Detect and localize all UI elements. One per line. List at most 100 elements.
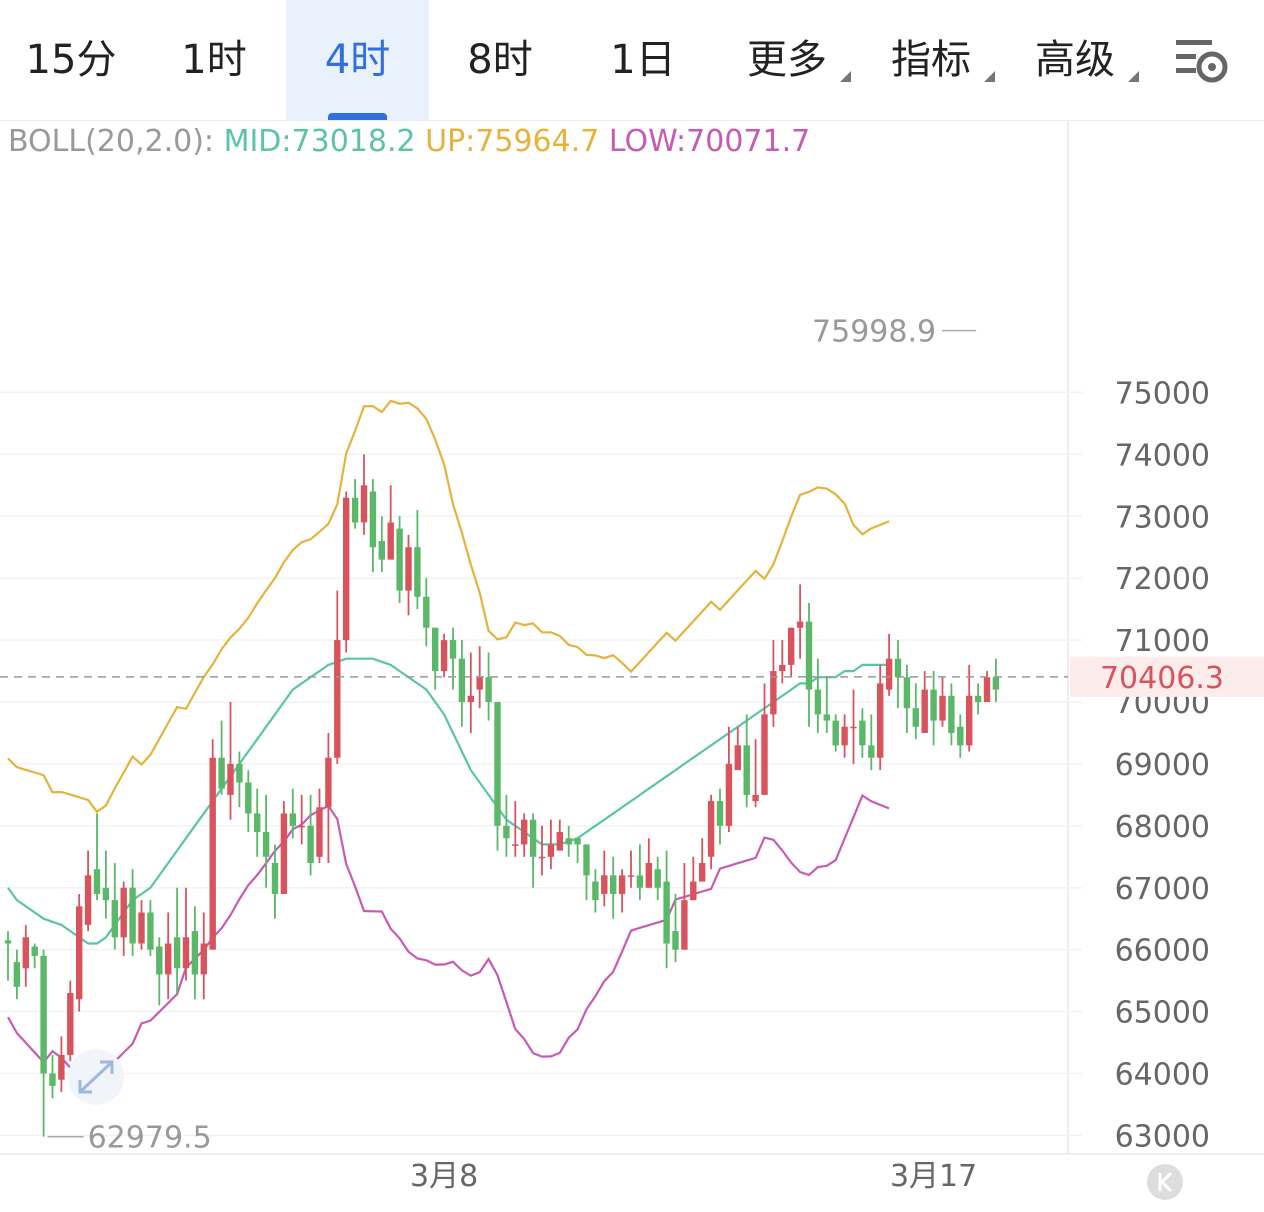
y-tick-label: 67000 [1115, 872, 1210, 907]
candle-body [770, 671, 777, 715]
candle-body [601, 875, 608, 894]
tab-advanced[interactable]: 高级 [1004, 0, 1146, 120]
candle-body [707, 801, 715, 857]
candle-body [405, 547, 412, 591]
candle-body [298, 825, 305, 828]
candle-body [583, 844, 590, 876]
y-tick-label: 75000 [1115, 376, 1210, 411]
candle-body [58, 1054, 65, 1080]
candle-body [432, 627, 439, 672]
boll-mid-value: MID:73018.2 [223, 124, 416, 159]
candle-body [752, 794, 759, 802]
tab-1h[interactable]: 1时 [181, 37, 247, 83]
max-price-label: 75998.9 [812, 315, 936, 350]
candle-body [627, 875, 635, 877]
tab-more[interactable]: 更多 [716, 0, 858, 120]
tab-15min[interactable]: 15分 [25, 37, 117, 83]
boll-lower-line [7, 793, 890, 1089]
candle-body [449, 640, 457, 659]
candle-body [218, 757, 225, 789]
candle-body [440, 640, 448, 672]
expand-icon[interactable] [68, 1049, 124, 1105]
interval-tab-bar: 15分 1时 4时 8时 1日 更多 指标 高级 [0, 0, 1264, 121]
chart-settings-icon[interactable] [1172, 36, 1236, 86]
indicators-dropdown-icon [984, 71, 995, 82]
candle-body [31, 946, 38, 956]
candle-body [877, 683, 884, 758]
y-tick-label: 71000 [1115, 624, 1210, 659]
candle-body [227, 763, 234, 795]
x-tick-label: 3月8 [410, 1159, 478, 1194]
candle-body [173, 937, 181, 969]
candle-body [236, 763, 243, 783]
candle-body [921, 689, 928, 733]
candle-body [13, 962, 21, 987]
candle-body [165, 943, 172, 975]
candle-body [378, 541, 385, 560]
candle-body [49, 1073, 56, 1086]
candle-body [271, 862, 279, 894]
candle-body [280, 813, 288, 894]
candle-body [823, 714, 830, 721]
candle-body [538, 856, 546, 859]
candle-body [485, 677, 492, 703]
tab-8h[interactable]: 8时 [467, 37, 533, 83]
candle-body [307, 825, 314, 863]
candle-body [316, 807, 323, 857]
candle-body [22, 937, 29, 969]
y-tick-label: 66000 [1115, 934, 1210, 969]
candle-body [76, 906, 83, 1000]
tab-indicators[interactable]: 指标 [860, 0, 1002, 120]
candle-body [930, 689, 937, 721]
candle-body [681, 900, 688, 950]
candle-body [254, 813, 261, 833]
candle-body [209, 757, 216, 950]
candle-body [547, 844, 555, 857]
candle-body [200, 943, 207, 975]
candle-body [191, 931, 199, 975]
candle-body [529, 819, 537, 857]
candle-body [912, 708, 919, 727]
candle-body [120, 887, 127, 938]
candle-body [663, 881, 670, 944]
x-tick-label: 3月17 [890, 1159, 977, 1194]
y-tick-label: 68000 [1115, 810, 1210, 845]
candle-body [138, 912, 145, 944]
min-price-label: 62979.5 [88, 1121, 212, 1156]
boll-mid-line [7, 657, 890, 945]
candle-body [396, 528, 403, 591]
candle-body [672, 931, 679, 950]
candle-body [859, 720, 866, 746]
candle-body [458, 658, 466, 703]
candlestick-chart[interactable]: 7500074000730007200071000700006900068000… [0, 120, 1264, 1212]
candle-body [93, 869, 101, 894]
kline-type-icon[interactable] [1147, 1164, 1183, 1200]
candle-body [574, 838, 581, 845]
candle-body [610, 875, 617, 894]
candle-body [476, 677, 483, 690]
candle-body [351, 497, 359, 523]
candle-body [850, 726, 857, 729]
candle-body [841, 726, 848, 746]
candle-body [618, 875, 626, 894]
candle-body [84, 875, 92, 925]
candle-body [334, 640, 341, 758]
candle-body [67, 993, 74, 1055]
candle-body [494, 702, 501, 826]
active-tab-indicator [328, 113, 387, 120]
boll-low-value: LOW:70071.7 [608, 124, 811, 159]
candle-body [343, 497, 350, 641]
candle-body [503, 825, 510, 839]
candle-body [983, 677, 991, 703]
current-price-tag [1070, 656, 1264, 697]
boll-upper-line [7, 399, 890, 814]
more-dropdown-icon [840, 71, 851, 82]
tab-1d[interactable]: 1日 [610, 37, 676, 83]
candle-body [245, 782, 252, 814]
candle-body [414, 547, 421, 597]
tab-4h[interactable]: 4时 [286, 0, 429, 120]
candle-body [40, 955, 47, 1074]
advanced-dropdown-icon [1128, 71, 1139, 82]
candle-body [654, 869, 661, 888]
y-tick-label: 69000 [1115, 748, 1210, 783]
